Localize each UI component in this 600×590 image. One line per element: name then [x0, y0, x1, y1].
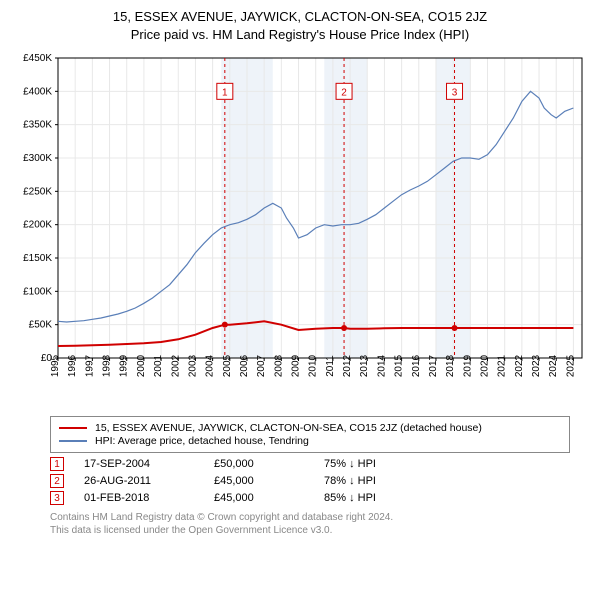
- svg-text:£450K: £450K: [23, 53, 52, 64]
- svg-text:£50K: £50K: [29, 320, 53, 331]
- svg-text:£250K: £250K: [23, 187, 52, 198]
- legend-row-property: 15, ESSEX AVENUE, JAYWICK, CLACTON-ON-SE…: [59, 422, 561, 434]
- sales-row: 3 01-FEB-2018 £45,000 85% ↓ HPI: [50, 491, 570, 505]
- footer-attribution: Contains HM Land Registry data © Crown c…: [50, 511, 590, 537]
- sale-pct: 85% ↓ HPI: [324, 492, 376, 504]
- svg-text:£350K: £350K: [23, 120, 52, 131]
- svg-text:2: 2: [341, 88, 347, 99]
- legend-swatch-hpi: [59, 440, 87, 442]
- svg-text:£200K: £200K: [23, 220, 52, 231]
- chart-area: £0£50K£100K£150K£200K£250K£300K£350K£400…: [10, 50, 590, 410]
- sales-table: 1 17-SEP-2004 £50,000 75% ↓ HPI 2 26-AUG…: [50, 457, 570, 505]
- sales-row: 1 17-SEP-2004 £50,000 75% ↓ HPI: [50, 457, 570, 471]
- sale-price: £50,000: [214, 458, 304, 470]
- legend-swatch-property: [59, 427, 87, 429]
- legend-box: 15, ESSEX AVENUE, JAYWICK, CLACTON-ON-SE…: [50, 416, 570, 453]
- sale-date: 01-FEB-2018: [84, 492, 194, 504]
- sale-marker-icon: 1: [50, 457, 64, 471]
- sale-pct: 78% ↓ HPI: [324, 475, 376, 487]
- svg-text:£150K: £150K: [23, 253, 52, 264]
- line-chart-svg: £0£50K£100K£150K£200K£250K£300K£350K£400…: [10, 50, 590, 410]
- sales-row: 2 26-AUG-2011 £45,000 78% ↓ HPI: [50, 474, 570, 488]
- legend-label-property: 15, ESSEX AVENUE, JAYWICK, CLACTON-ON-SE…: [95, 422, 482, 434]
- footer-line1: Contains HM Land Registry data © Crown c…: [50, 511, 590, 524]
- sale-marker-icon: 3: [50, 491, 64, 505]
- sale-date: 17-SEP-2004: [84, 458, 194, 470]
- svg-text:3: 3: [452, 88, 458, 99]
- sale-pct: 75% ↓ HPI: [324, 458, 376, 470]
- sale-date: 26-AUG-2011: [84, 475, 194, 487]
- title-subtitle: Price paid vs. HM Land Registry's House …: [10, 26, 590, 44]
- svg-text:£400K: £400K: [23, 87, 52, 98]
- legend-label-hpi: HPI: Average price, detached house, Tend…: [95, 435, 309, 447]
- sale-price: £45,000: [214, 492, 304, 504]
- title-address: 15, ESSEX AVENUE, JAYWICK, CLACTON-ON-SE…: [10, 8, 590, 26]
- svg-text:1: 1: [222, 88, 228, 99]
- svg-text:£100K: £100K: [23, 287, 52, 298]
- sale-price: £45,000: [214, 475, 304, 487]
- footer-line2: This data is licensed under the Open Gov…: [50, 524, 590, 537]
- legend-row-hpi: HPI: Average price, detached house, Tend…: [59, 435, 561, 447]
- chart-title-block: 15, ESSEX AVENUE, JAYWICK, CLACTON-ON-SE…: [10, 8, 590, 44]
- sale-marker-icon: 2: [50, 474, 64, 488]
- svg-text:£300K: £300K: [23, 153, 52, 164]
